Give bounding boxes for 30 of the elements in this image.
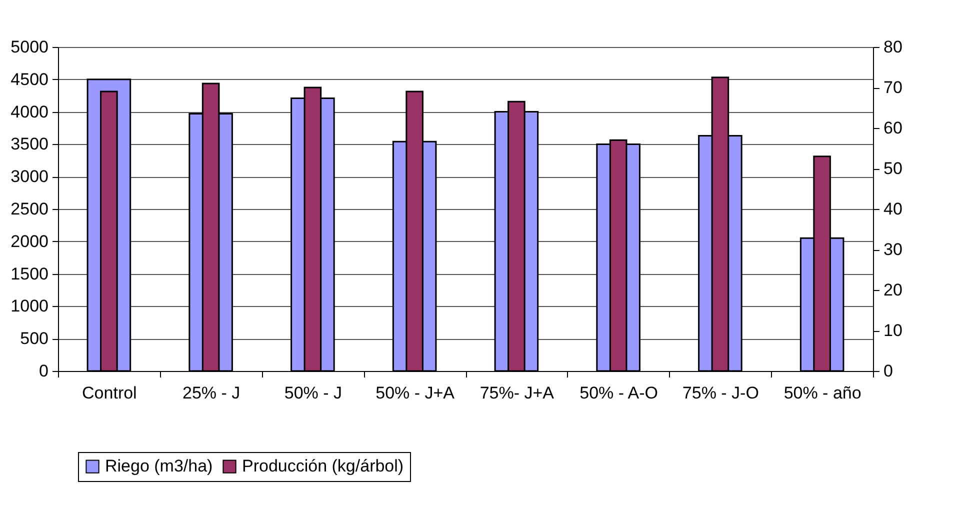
x-tick-label: 50% - A-O (580, 384, 658, 402)
x-tick-label: 75%- J+A (480, 384, 555, 402)
x-tick-label: 50% - año (784, 384, 862, 402)
y-tick-label: 1500 (10, 264, 48, 284)
y2-tick-label: 10 (884, 321, 902, 340)
y2-tick-label: 50 (884, 159, 902, 178)
legend-label: Producción (kg/árbol) (242, 456, 404, 476)
y2-tick-label: 0 (884, 362, 893, 380)
y-tick-label: 3000 (10, 167, 48, 186)
y2-tick-label: 20 (884, 280, 902, 300)
y2-tick-label: 70 (884, 78, 902, 97)
x-tick-label: 50% - J (284, 384, 342, 402)
y-tick-label: 2500 (10, 200, 48, 218)
y-tick-label: 5000 (10, 38, 48, 56)
x-tick-label: Control (82, 384, 137, 402)
y-tick-label: 4500 (10, 70, 48, 89)
y-tick-label: 3500 (10, 134, 48, 154)
x-tick-label: 75% - J-O (682, 384, 759, 402)
x-tick-label: 25% - J (182, 384, 240, 402)
x-tick-label: 50% - J+A (376, 384, 456, 402)
y2-tick-label: 40 (884, 200, 902, 218)
y2-tick-label: 30 (884, 240, 902, 259)
y2-tick-label: 60 (884, 118, 902, 138)
y-tick-label: 0 (39, 362, 48, 380)
y-tick-label: 500 (20, 329, 48, 348)
y2-tick-label: 80 (884, 38, 902, 56)
legend-label: Riego (m3/ha) (105, 456, 213, 476)
y-tick-label: 4000 (10, 102, 48, 122)
y-tick-label: 2000 (10, 232, 48, 251)
y-tick-label: 1000 (10, 296, 48, 316)
